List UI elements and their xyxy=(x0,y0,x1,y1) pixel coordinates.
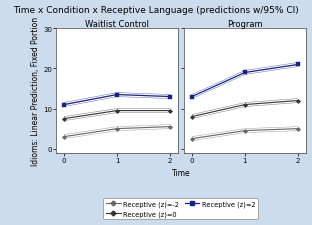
Text: Time x Condition x Receptive Language (predictions w/95% CI): Time x Condition x Receptive Language (p… xyxy=(13,6,299,15)
Text: Time: Time xyxy=(172,169,190,178)
Title: Program: Program xyxy=(227,20,263,29)
Y-axis label: Idioms: Linear Prediction, Fixed Portion: Idioms: Linear Prediction, Fixed Portion xyxy=(31,17,40,165)
Title: Waitlist Control: Waitlist Control xyxy=(85,20,149,29)
Legend: Receptive (z)=-2, Receptive (z)=0, Receptive (z)=2: Receptive (z)=-2, Receptive (z)=0, Recep… xyxy=(104,198,258,219)
